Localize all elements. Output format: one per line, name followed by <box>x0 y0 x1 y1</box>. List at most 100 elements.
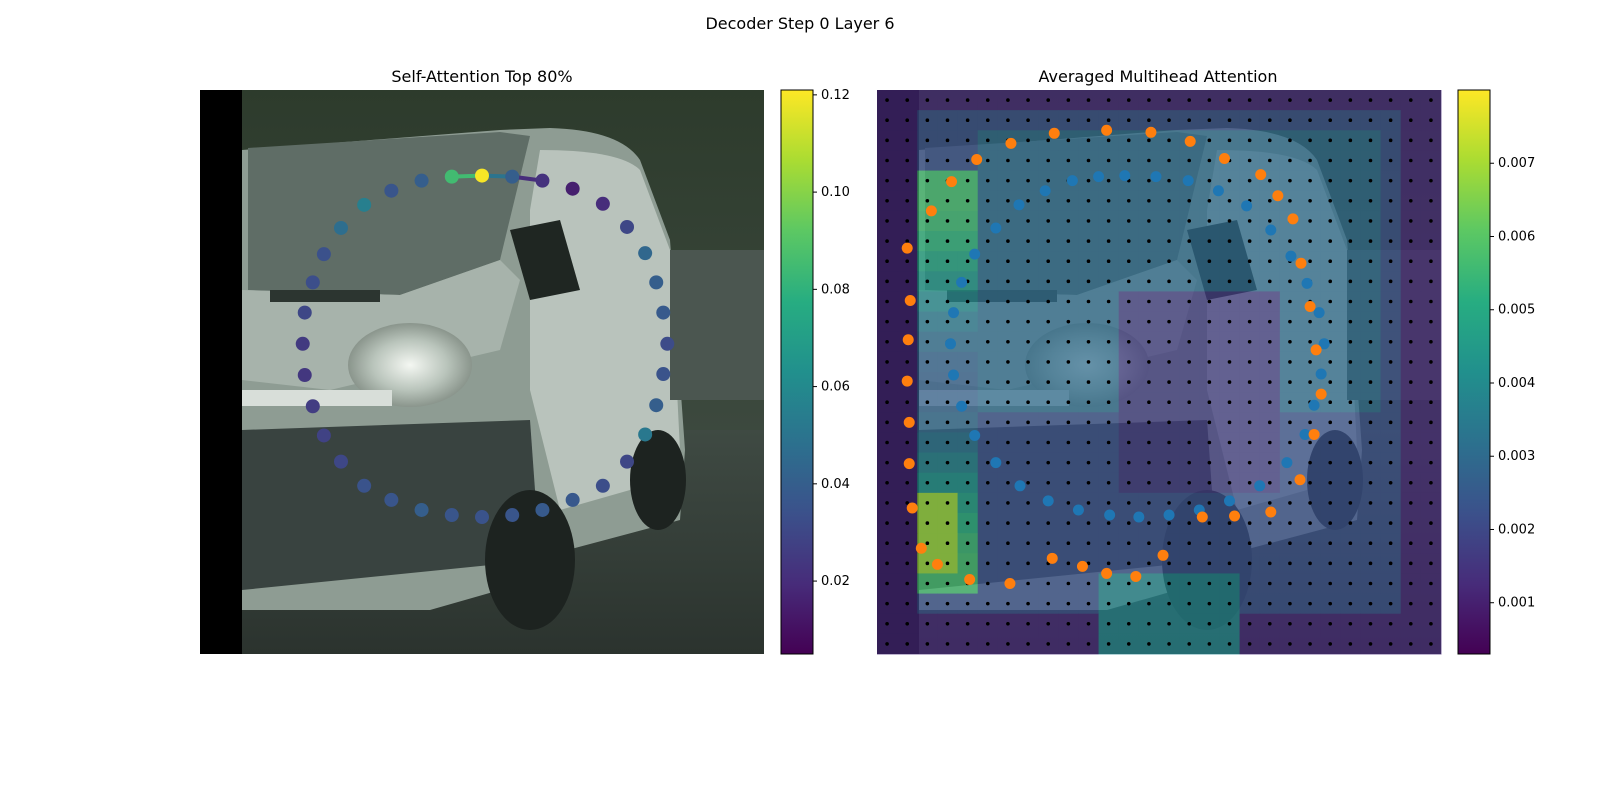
grid-point <box>1207 178 1212 183</box>
grid-point <box>905 541 910 546</box>
grid-point <box>1006 541 1010 546</box>
grid-point <box>1348 319 1353 324</box>
grid-point <box>1006 339 1010 344</box>
colorbar-tick-label: 0.08 <box>821 282 850 297</box>
grid-point <box>1086 98 1091 102</box>
grid-point <box>905 239 910 243</box>
grid-point <box>885 239 889 243</box>
grid-point <box>1429 420 1433 425</box>
grid-point <box>925 339 930 344</box>
grid-point <box>1388 118 1393 123</box>
grid-point <box>1187 380 1192 384</box>
grid-point <box>985 621 990 626</box>
grid-point <box>1308 621 1312 626</box>
grid-point <box>1046 198 1051 203</box>
grid-point <box>1267 339 1272 344</box>
grid-point <box>1187 158 1192 163</box>
grid-point <box>885 158 889 163</box>
grid-point <box>1388 440 1393 445</box>
left-colorbar: 0.02 0.04 0.06 0.08 0.10 0.12 <box>780 88 850 655</box>
reference-point <box>1013 199 1025 211</box>
grid-point <box>1026 360 1030 364</box>
grid-point <box>925 319 930 324</box>
grid-point <box>1348 521 1353 525</box>
sampling-point <box>1157 549 1169 561</box>
grid-point <box>1308 98 1312 102</box>
grid-point <box>1106 360 1111 364</box>
grid-point <box>1066 319 1071 324</box>
grid-point <box>1066 420 1071 425</box>
grid-point <box>925 259 930 264</box>
grid-point <box>1026 642 1030 646</box>
grid-point <box>1267 440 1272 445</box>
sampling-point <box>1218 152 1230 164</box>
grid-point <box>1207 561 1212 566</box>
grid-point <box>1126 420 1131 425</box>
grid-point <box>985 360 990 364</box>
grid-point <box>1328 621 1333 626</box>
grid-point <box>945 158 950 163</box>
sampling-point <box>1315 388 1327 400</box>
grid-point <box>1368 440 1373 445</box>
colorbar-tick-label: 0.02 <box>821 574 850 589</box>
grid-point <box>985 420 990 425</box>
grid-point <box>1167 460 1171 465</box>
grid-point <box>925 601 930 606</box>
grid-point <box>905 279 910 284</box>
grid-point <box>1147 239 1151 243</box>
grid-point <box>1207 339 1212 344</box>
grid-point <box>1288 239 1292 243</box>
grid-point <box>965 259 970 264</box>
reference-point <box>948 307 960 319</box>
grid-point <box>1106 420 1111 425</box>
grid-point <box>1328 541 1333 546</box>
grid-point <box>965 541 970 546</box>
grid-point <box>1106 642 1111 646</box>
grid-point <box>985 239 990 243</box>
grid-point <box>1066 158 1071 163</box>
grid-point <box>1046 642 1051 646</box>
grid-point <box>985 138 990 143</box>
grid-point <box>1308 339 1312 344</box>
grid-point <box>1006 319 1010 324</box>
grid-point <box>1267 299 1272 304</box>
grid-point <box>1247 501 1252 505</box>
grid-point <box>1429 360 1433 364</box>
grid-point <box>1167 198 1171 203</box>
grid-point <box>885 319 889 324</box>
grid-point <box>1267 521 1272 525</box>
grid-point <box>1066 299 1071 304</box>
grid-point <box>1408 279 1413 284</box>
grid-point <box>985 501 990 505</box>
grid-point <box>945 279 950 284</box>
grid-point <box>1328 158 1333 163</box>
grid-point <box>1348 178 1353 183</box>
colorbar-tick-label: 0.003 <box>1498 449 1535 464</box>
grid-point <box>905 158 910 163</box>
grid-point <box>1207 98 1212 102</box>
grid-point <box>1429 178 1433 183</box>
grid-point <box>1429 601 1433 606</box>
grid-point <box>1288 178 1292 183</box>
grid-point <box>1126 380 1131 384</box>
grid-point <box>905 601 910 606</box>
grid-point <box>1086 239 1091 243</box>
reference-point <box>990 457 1002 469</box>
grid-point <box>965 360 970 364</box>
grid-point <box>1147 259 1151 264</box>
grid-point <box>1429 118 1433 123</box>
grid-point <box>1126 581 1131 586</box>
grid-point <box>1167 259 1171 264</box>
grid-point <box>945 581 950 586</box>
reference-point <box>1281 457 1293 469</box>
grid-point <box>1066 138 1071 143</box>
grid-point <box>905 621 910 626</box>
grid-point <box>1227 239 1232 243</box>
grid-point <box>905 561 910 566</box>
grid-point <box>1006 380 1010 384</box>
grid-point <box>1046 380 1051 384</box>
grid-point <box>1429 400 1433 405</box>
grid-point <box>1267 480 1272 485</box>
grid-point <box>1086 339 1091 344</box>
grid-point <box>1388 480 1393 485</box>
